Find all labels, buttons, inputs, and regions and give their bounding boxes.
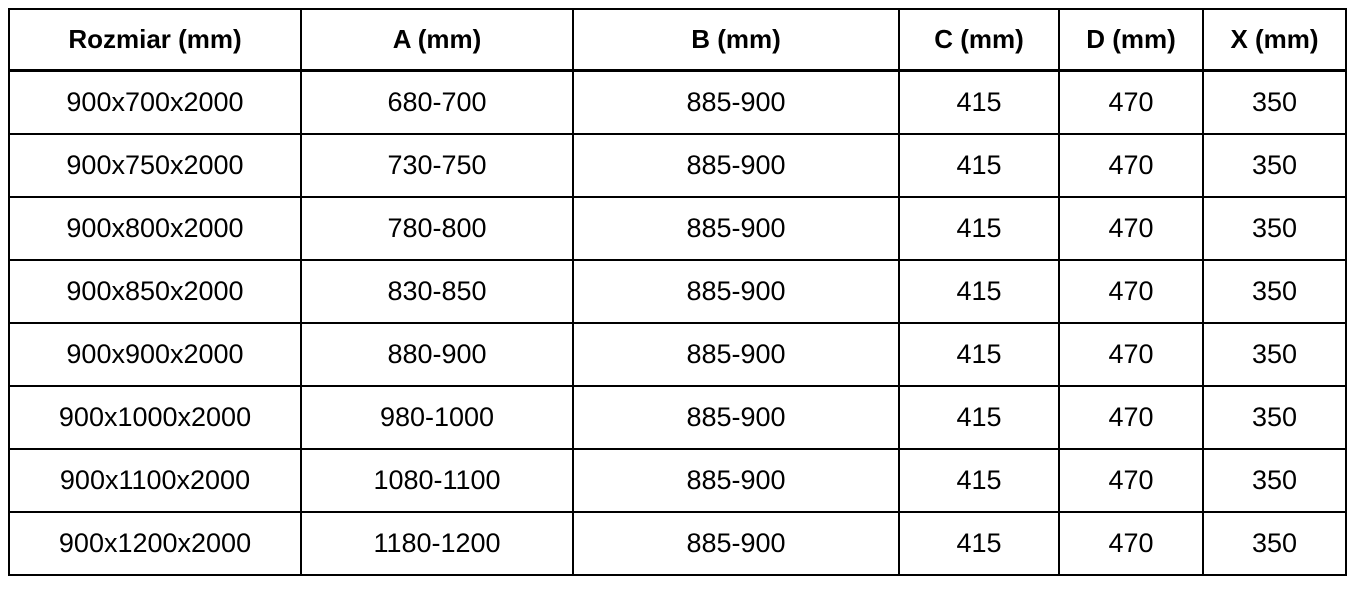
cell-a: 880-900 xyxy=(300,322,574,387)
cell-c: 415 xyxy=(898,196,1060,261)
cell-a: 1080-1100 xyxy=(300,448,574,513)
cell-d: 470 xyxy=(1058,259,1204,324)
table-body: 900x700x2000 680-700 885-900 415 470 350… xyxy=(8,69,1347,576)
cell-b: 885-900 xyxy=(572,385,900,450)
cell-x: 350 xyxy=(1202,69,1347,135)
cell-d: 470 xyxy=(1058,133,1204,198)
cell-a: 730-750 xyxy=(300,133,574,198)
cell-d: 470 xyxy=(1058,69,1204,135)
cell-rozmiar: 900x750x2000 xyxy=(8,133,302,198)
table-row: 900x1100x2000 1080-1100 885-900 415 470 … xyxy=(8,448,1347,513)
column-header-a: A (mm) xyxy=(300,8,574,72)
column-header-d: D (mm) xyxy=(1058,8,1204,72)
cell-x: 350 xyxy=(1202,196,1347,261)
cell-b: 885-900 xyxy=(572,511,900,576)
cell-x: 350 xyxy=(1202,322,1347,387)
table-row: 900x750x2000 730-750 885-900 415 470 350 xyxy=(8,133,1347,198)
cell-a: 780-800 xyxy=(300,196,574,261)
cell-c: 415 xyxy=(898,133,1060,198)
cell-d: 470 xyxy=(1058,196,1204,261)
column-header-b: B (mm) xyxy=(572,8,900,72)
cell-b: 885-900 xyxy=(572,322,900,387)
cell-d: 470 xyxy=(1058,511,1204,576)
table-row: 900x850x2000 830-850 885-900 415 470 350 xyxy=(8,259,1347,324)
cell-c: 415 xyxy=(898,69,1060,135)
size-spec-table: Rozmiar (mm) A (mm) B (mm) C (mm) D (mm)… xyxy=(8,8,1347,576)
cell-rozmiar: 900x850x2000 xyxy=(8,259,302,324)
cell-b: 885-900 xyxy=(572,448,900,513)
cell-c: 415 xyxy=(898,322,1060,387)
cell-x: 350 xyxy=(1202,511,1347,576)
column-header-c: C (mm) xyxy=(898,8,1060,72)
cell-a: 980-1000 xyxy=(300,385,574,450)
cell-x: 350 xyxy=(1202,133,1347,198)
cell-c: 415 xyxy=(898,259,1060,324)
cell-c: 415 xyxy=(898,448,1060,513)
cell-b: 885-900 xyxy=(572,259,900,324)
cell-c: 415 xyxy=(898,511,1060,576)
cell-d: 470 xyxy=(1058,385,1204,450)
cell-rozmiar: 900x900x2000 xyxy=(8,322,302,387)
cell-rozmiar: 900x1200x2000 xyxy=(8,511,302,576)
cell-b: 885-900 xyxy=(572,69,900,135)
cell-c: 415 xyxy=(898,385,1060,450)
table-row: 900x700x2000 680-700 885-900 415 470 350 xyxy=(8,69,1347,135)
cell-rozmiar: 900x1100x2000 xyxy=(8,448,302,513)
cell-rozmiar: 900x700x2000 xyxy=(8,69,302,135)
cell-a: 830-850 xyxy=(300,259,574,324)
table-row: 900x1200x2000 1180-1200 885-900 415 470 … xyxy=(8,511,1347,576)
cell-b: 885-900 xyxy=(572,196,900,261)
cell-d: 470 xyxy=(1058,322,1204,387)
table-row: 900x900x2000 880-900 885-900 415 470 350 xyxy=(8,322,1347,387)
cell-x: 350 xyxy=(1202,448,1347,513)
table-row: 900x1000x2000 980-1000 885-900 415 470 3… xyxy=(8,385,1347,450)
cell-rozmiar: 900x1000x2000 xyxy=(8,385,302,450)
table-row: 900x800x2000 780-800 885-900 415 470 350 xyxy=(8,196,1347,261)
cell-a: 680-700 xyxy=(300,69,574,135)
column-header-x: X (mm) xyxy=(1202,8,1347,72)
cell-d: 470 xyxy=(1058,448,1204,513)
column-header-rozmiar: Rozmiar (mm) xyxy=(8,8,302,72)
cell-x: 350 xyxy=(1202,259,1347,324)
table-header-row: Rozmiar (mm) A (mm) B (mm) C (mm) D (mm)… xyxy=(8,8,1347,72)
cell-a: 1180-1200 xyxy=(300,511,574,576)
cell-rozmiar: 900x800x2000 xyxy=(8,196,302,261)
cell-x: 350 xyxy=(1202,385,1347,450)
cell-b: 885-900 xyxy=(572,133,900,198)
